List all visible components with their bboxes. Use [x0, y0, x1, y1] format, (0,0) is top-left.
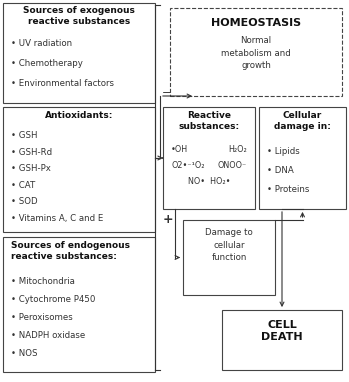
Text: • Vitamins A, C and E: • Vitamins A, C and E [11, 214, 103, 222]
FancyBboxPatch shape [170, 8, 342, 96]
Text: Cellular
damage in:: Cellular damage in: [274, 111, 331, 131]
Text: • NOS: • NOS [11, 349, 37, 358]
Text: Sources of exogenous
reactive substances: Sources of exogenous reactive substances [23, 6, 135, 26]
Text: Reactive
substances:: Reactive substances: [178, 111, 239, 131]
Text: HOMEOSTASIS: HOMEOSTASIS [211, 18, 301, 28]
FancyBboxPatch shape [259, 107, 346, 209]
FancyBboxPatch shape [3, 3, 155, 103]
Text: NO•  HO₂•: NO• HO₂• [188, 177, 230, 186]
FancyBboxPatch shape [222, 310, 342, 370]
Text: •OH: •OH [171, 145, 188, 154]
Text: Damage to
cellular
function: Damage to cellular function [205, 228, 253, 262]
Text: ONOO⁻: ONOO⁻ [218, 161, 247, 170]
Text: • Peroxisomes: • Peroxisomes [11, 313, 73, 322]
FancyBboxPatch shape [183, 220, 275, 295]
Text: • NADPH oxidase: • NADPH oxidase [11, 331, 85, 340]
Text: O2•⁻¹O₂: O2•⁻¹O₂ [171, 161, 205, 170]
Text: • SOD: • SOD [11, 197, 38, 206]
Text: • Proteins: • Proteins [267, 185, 309, 194]
FancyBboxPatch shape [163, 107, 255, 209]
Text: Antioxidants:: Antioxidants: [45, 111, 113, 120]
Text: • GSH: • GSH [11, 131, 37, 140]
Text: • UV radiation: • UV radiation [11, 39, 72, 48]
Text: • Environmental factors: • Environmental factors [11, 79, 114, 88]
Text: • GSH-Px: • GSH-Px [11, 164, 51, 173]
Text: • GSH-Rd: • GSH-Rd [11, 147, 52, 157]
FancyBboxPatch shape [3, 107, 155, 232]
Text: • Lipids: • Lipids [267, 147, 300, 156]
Text: −: − [162, 88, 171, 98]
Text: Normal
metabolism and
growth: Normal metabolism and growth [221, 36, 291, 70]
Text: Sources of endogenous
reactive substances:: Sources of endogenous reactive substance… [11, 241, 130, 261]
Text: • Cytochrome P450: • Cytochrome P450 [11, 295, 95, 304]
FancyBboxPatch shape [3, 237, 155, 372]
Text: • CAT: • CAT [11, 181, 35, 189]
Text: • Chemotherapy: • Chemotherapy [11, 59, 83, 68]
Text: H₂O₂: H₂O₂ [228, 145, 247, 154]
Text: • Mitochondria: • Mitochondria [11, 277, 75, 286]
Text: +: + [162, 213, 173, 226]
Text: • DNA: • DNA [267, 166, 294, 175]
Text: CELL
DEATH: CELL DEATH [261, 320, 303, 342]
